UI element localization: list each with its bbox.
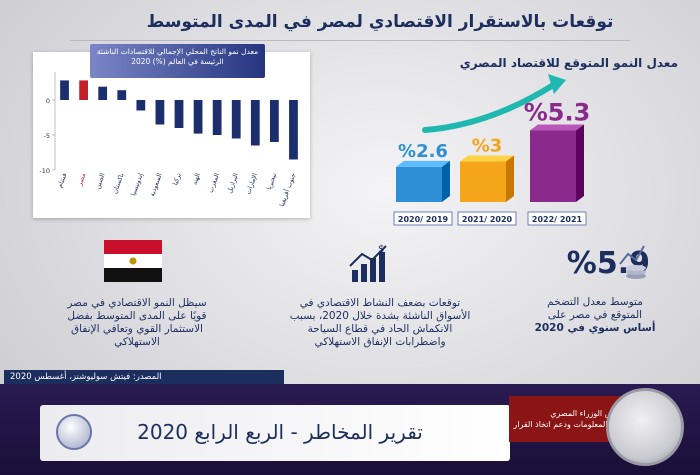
svg-text:$: $ [378, 244, 384, 255]
report-icon [56, 414, 92, 450]
brand-logo [606, 388, 684, 466]
bar [212, 100, 222, 135]
coins-chart-icon [619, 245, 646, 279]
growth-chart-title: معدل النمو المتوقع للاقتصاد المصري [459, 56, 678, 70]
brand-line-2: مركز المعلومات ودعم اتخاذ القرار [513, 420, 627, 429]
bar [193, 100, 203, 134]
bar [231, 100, 241, 139]
growth-value-label: %2.6 [398, 141, 448, 162]
bar [174, 100, 184, 128]
egypt-text: سيظل النمو الاقتصادي في مصر قويًا على ال… [32, 297, 242, 349]
year-label-box [393, 211, 453, 226]
year-label: 2020/ 2019 [398, 215, 449, 224]
egypt-line-4: الاستهلاكي [114, 336, 160, 348]
chart-title-text: معدل نمو الناتج المحلي الإجمالي للاقتصاد… [96, 47, 259, 66]
x-tick-label: الصين [93, 172, 106, 190]
x-tick-label: البرازيل [225, 172, 240, 195]
egypt-line-2: قويًا على المدى المتوسط بفضل [67, 310, 207, 322]
growth-bar-side [576, 124, 584, 202]
bar [289, 100, 298, 160]
title-divider [70, 40, 630, 41]
year-label-box [457, 211, 517, 226]
egypt-line-1: سيظل النمو الاقتصادي في مصر [67, 297, 207, 309]
year-label: 2021/ 2020 [462, 215, 513, 224]
x-tick-label: باكستان [111, 172, 126, 195]
x-tick-label: السعودية [148, 172, 164, 198]
year-label: 2022/ 2021 [532, 215, 583, 224]
egypt-flag-icon [104, 240, 162, 282]
growth-value-label: %3 [472, 136, 503, 157]
activity-line-2: الأسواق الناشئة بشدة خلال 2020، بسبب [289, 310, 471, 322]
bar [117, 90, 127, 100]
bar [155, 100, 165, 125]
bar [60, 80, 69, 100]
growth-value-label: %5.3 [524, 98, 591, 126]
brand-line-1: مجلس الوزراء المصري [550, 409, 627, 418]
growth-bar-top [460, 155, 514, 162]
y-tick-label: -5 [44, 132, 50, 140]
growth-bar-side [442, 160, 450, 202]
bar [79, 80, 89, 100]
x-tick-label: الهند [190, 172, 202, 186]
growth-bar-top [530, 124, 584, 131]
growth-bar-side [506, 155, 514, 202]
x-tick-label: جنوب أفريقيا [277, 172, 297, 208]
activity-line-4: واضطرابات الإنفاق الاستهلاكي [314, 336, 446, 348]
x-tick-label: مصر [75, 172, 87, 188]
growth-bar-front [530, 130, 576, 202]
egypt-growth-chart: %2.6 2020/ 2019 %3 2021/ 2020 %5.3 2022/ 2021 [393, 98, 591, 226]
bar [269, 100, 279, 142]
growth-bar-front [460, 161, 506, 202]
source-note: المصدر: فيتش سوليوشنز، أغسطس 2020 [4, 370, 284, 385]
x-tick-label: تركيا [171, 172, 183, 187]
x-tick-label: الإمارات [244, 172, 259, 196]
trend-arrow-icon [422, 74, 566, 133]
inflation-line-1: متوسط معدل التضخم [547, 296, 643, 308]
emerging-growth-chart-title: معدل نمو الناتج المحلي الإجمالي للاقتصاد… [90, 44, 265, 78]
year-label-box [527, 211, 587, 226]
report-title: تقرير المخاطر - الربع الرابع 2020 [137, 420, 423, 444]
bar [136, 100, 146, 111]
activity-line-1: توقعات بضعف النشاط الاقتصادي في [299, 297, 461, 309]
emerging-growth-chart: 0 -5 -10 فيتنام مصر الصين باكستان إندونيسيا السع… [39, 72, 298, 208]
report-banner [40, 405, 510, 461]
x-tick-label: المغرب [207, 172, 222, 194]
egypt-line-3: الاستثمار القوي وتعافي الإنفاق [71, 323, 203, 335]
x-tick-label: فيتنام [56, 172, 69, 189]
bar-chart-icon: $ [349, 244, 387, 282]
bar [98, 86, 108, 100]
x-tick-label: إندونيسيا [129, 172, 145, 197]
activity-text: توقعات بضعف النشاط الاقتصادي في الأسواق … [265, 297, 495, 349]
activity-line-3: الانكماش الحاد في قطاع السياحة [307, 323, 453, 335]
growth-bar-front [396, 166, 442, 202]
page-title: توقعات بالاستقرار الاقتصادي لمصر في المد… [146, 12, 614, 32]
inflation-line-2: المتوقع في مصر على [547, 309, 643, 321]
inflation-text: متوسط معدل التضخم المتوقع في مصر على أسا… [505, 296, 685, 335]
inflation-line-3: أساس سنوي في 2020 [534, 322, 656, 334]
growth-bar-top [396, 160, 450, 167]
bar [250, 100, 260, 146]
emerging-growth-chart-card [33, 52, 310, 218]
y-tick-label: -10 [39, 167, 50, 175]
y-tick-label: 0 [46, 97, 50, 105]
x-tick-label: نيجيريا [265, 172, 279, 191]
